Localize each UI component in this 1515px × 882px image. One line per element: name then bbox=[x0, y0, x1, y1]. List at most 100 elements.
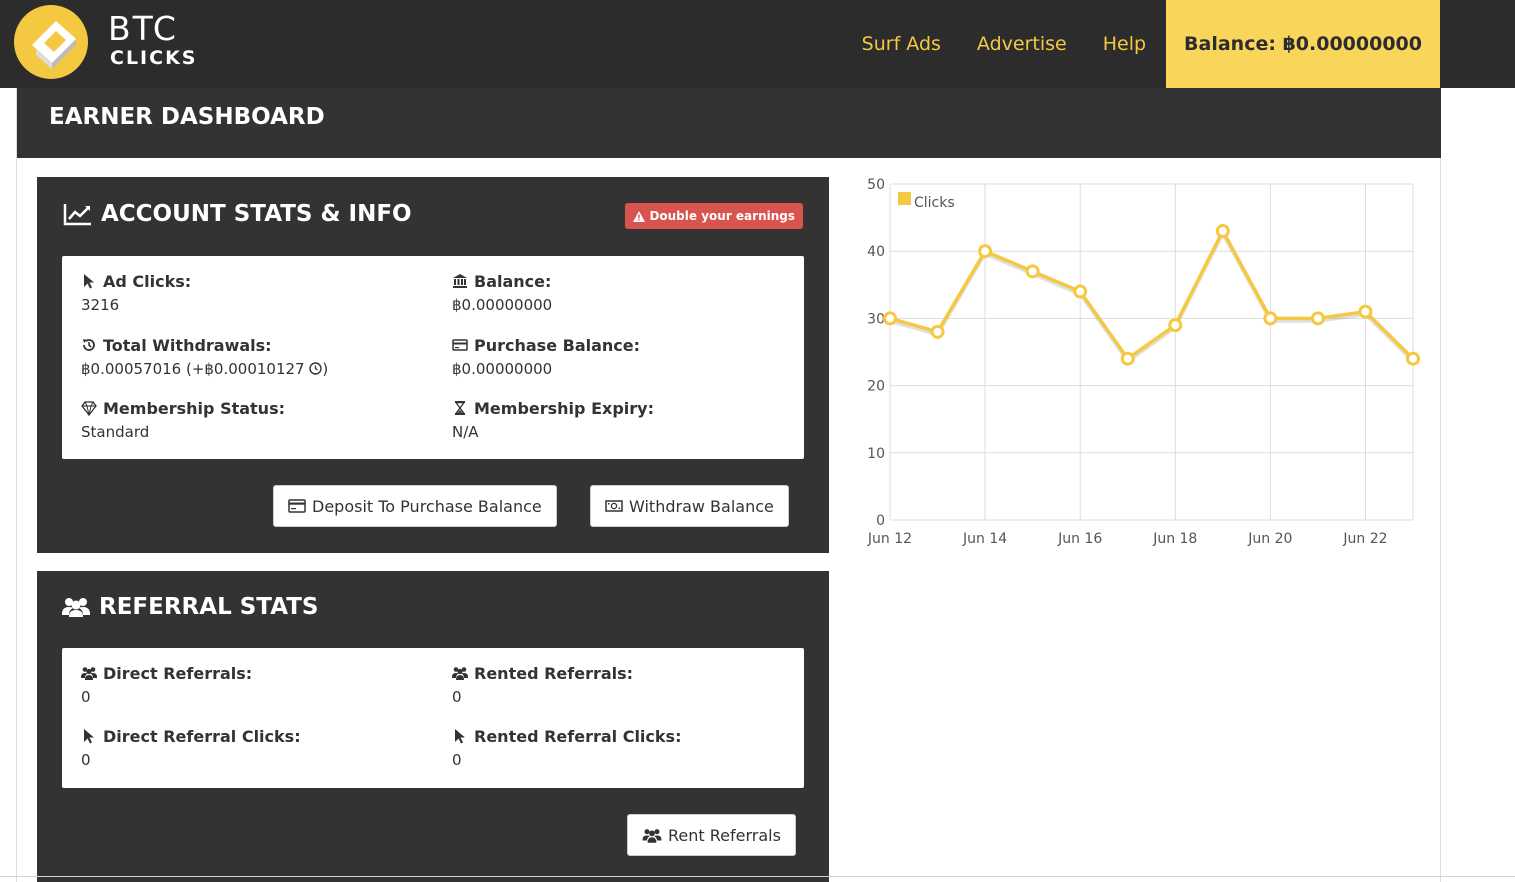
stat-rented-referral-clicks: Rented Referral Clicks: 0 bbox=[452, 725, 812, 770]
balance-value: ฿0.00000000 bbox=[452, 296, 553, 314]
legend-swatch bbox=[898, 192, 911, 205]
users-icon bbox=[452, 667, 468, 680]
data-point bbox=[978, 244, 993, 259]
membership-expiry-value: N/A bbox=[452, 423, 479, 441]
clicks-chart-svg: 0 10 20 30 40 50 Jun 12 Jun 14 Jun 16 Jun 18 Jun 2… bbox=[867, 177, 1420, 547]
direct-referral-clicks-value: 0 bbox=[81, 751, 91, 769]
withdrawals-label: Total Withdrawals: bbox=[103, 335, 272, 355]
rented-referrals-label: Rented Referrals: bbox=[474, 663, 634, 683]
stat-balance: Balance: ฿0.00000000 bbox=[452, 270, 812, 315]
nav-balance[interactable]: Balance: ฿0.00000000 bbox=[1166, 0, 1440, 88]
data-point bbox=[1073, 284, 1088, 299]
nav-links: Surf Ads Advertise Help Balance: ฿0.0000… bbox=[844, 0, 1515, 88]
page-title: EARNER DASHBOARD bbox=[49, 104, 325, 130]
series-line-clicks bbox=[889, 227, 1415, 362]
nav-link-advertise[interactable]: Advertise bbox=[976, 33, 1067, 55]
withdrawals-paren: ) bbox=[322, 360, 329, 378]
referral-stats-panel: REFERRAL STATS Direct Referrals: 0 Rente… bbox=[37, 571, 829, 882]
referral-stats-box: Direct Referrals: 0 Rented Referrals: 0 … bbox=[62, 648, 804, 788]
rented-referrals-value: 0 bbox=[452, 688, 462, 706]
account-panel-title: ACCOUNT STATS & INFO bbox=[63, 201, 412, 227]
x-tick-label: Jun 18 bbox=[1152, 531, 1197, 547]
data-point bbox=[883, 311, 897, 326]
stat-direct-referrals: Direct Referrals: 0 bbox=[81, 662, 441, 706]
data-point bbox=[930, 324, 945, 339]
membership-expiry-label: Membership Expiry: bbox=[474, 398, 654, 418]
navbar: BTC CLICKS Surf Ads Advertise Help Balan… bbox=[0, 0, 1515, 88]
account-panel-title-text: ACCOUNT STATS & INFO bbox=[101, 201, 412, 227]
history-icon bbox=[83, 339, 95, 351]
users-icon bbox=[642, 829, 662, 843]
data-point bbox=[1263, 311, 1278, 326]
rented-referral-clicks-value: 0 bbox=[452, 751, 462, 769]
x-tick-label: Jun 20 bbox=[1247, 531, 1292, 547]
x-tick-label: Jun 16 bbox=[1057, 531, 1102, 547]
withdraw-button-label: Withdraw Balance bbox=[629, 496, 774, 516]
data-point bbox=[1406, 351, 1420, 366]
data-point bbox=[1215, 224, 1230, 239]
cursor-icon bbox=[84, 729, 94, 744]
stat-membership-status: Membership Status: Standard bbox=[81, 397, 441, 442]
bank-icon bbox=[453, 274, 467, 288]
referral-panel-title-text: REFERRAL STATS bbox=[99, 594, 319, 620]
y-tick-label: 50 bbox=[867, 177, 885, 193]
x-tick-label: Jun 22 bbox=[1342, 531, 1387, 547]
x-tick-label: Jun 14 bbox=[962, 531, 1007, 547]
rent-referrals-button[interactable]: Rent Referrals bbox=[627, 814, 796, 856]
line-chart-icon bbox=[63, 204, 91, 226]
y-tick-label: 0 bbox=[876, 513, 885, 529]
rent-referrals-button-label: Rent Referrals bbox=[668, 825, 781, 845]
users-icon bbox=[81, 667, 97, 680]
cursor-icon bbox=[84, 274, 94, 289]
stat-membership-expiry: Membership Expiry: N/A bbox=[452, 397, 812, 442]
money-bill-icon bbox=[605, 500, 623, 512]
direct-referral-clicks-label: Direct Referral Clicks: bbox=[103, 726, 301, 746]
stat-ad-clicks: Ad Clicks: 3216 bbox=[81, 270, 441, 315]
data-point bbox=[1358, 304, 1373, 319]
account-stats-box: Ad Clicks: 3216 Balance: ฿0.00000000 Tot… bbox=[62, 256, 804, 459]
logo-icon bbox=[14, 5, 88, 79]
clicks-chart: 0 10 20 30 40 50 Jun 12 Jun 14 Jun 16 Jun 18 Jun 2… bbox=[852, 88, 1427, 568]
data-point bbox=[1310, 311, 1325, 326]
membership-status-label: Membership Status: bbox=[103, 398, 285, 418]
deposit-button-label: Deposit To Purchase Balance bbox=[312, 496, 542, 516]
nav-link-help[interactable]: Help bbox=[1102, 33, 1147, 55]
direct-referrals-label: Direct Referrals: bbox=[103, 663, 253, 683]
purchase-balance-value: ฿0.00000000 bbox=[452, 360, 553, 378]
purchase-balance-label: Purchase Balance: bbox=[474, 335, 641, 355]
cursor-icon bbox=[455, 729, 465, 744]
y-tick-label: 40 bbox=[867, 244, 885, 260]
diamond-icon bbox=[81, 401, 97, 416]
page-container: EARNER DASHBOARD ACCOUNT STATS & INFO Do… bbox=[16, 88, 1441, 882]
deposit-button[interactable]: Deposit To Purchase Balance bbox=[273, 485, 557, 527]
credit-card-icon bbox=[288, 499, 306, 513]
credit-card-icon bbox=[452, 339, 468, 351]
page-header: EARNER DASHBOARD bbox=[17, 88, 1441, 158]
rented-referral-clicks-label: Rented Referral Clicks: bbox=[474, 726, 682, 746]
ad-clicks-value: 3216 bbox=[81, 296, 120, 314]
data-point bbox=[1025, 264, 1040, 279]
account-stats-panel: ACCOUNT STATS & INFO Double your earning… bbox=[37, 177, 829, 553]
brand-logo[interactable]: BTC CLICKS bbox=[14, 5, 214, 81]
stat-purchase-balance: Purchase Balance: ฿0.00000000 bbox=[452, 334, 812, 379]
y-tick-label: 30 bbox=[867, 311, 885, 327]
stat-rented-referrals: Rented Referrals: 0 bbox=[452, 662, 812, 706]
nav-link-surf-ads[interactable]: Surf Ads bbox=[861, 33, 941, 55]
stat-direct-referral-clicks: Direct Referral Clicks: 0 bbox=[81, 725, 441, 770]
y-tick-label: 10 bbox=[867, 446, 885, 462]
page-bottom-border bbox=[0, 876, 1515, 877]
data-point bbox=[1168, 318, 1183, 333]
double-earnings-text: Double your earnings bbox=[649, 209, 795, 223]
data-point bbox=[1120, 351, 1135, 366]
brand-name-line1: BTC bbox=[108, 9, 178, 48]
brand-name-line2: CLICKS bbox=[110, 47, 198, 69]
referral-panel-title: REFERRAL STATS bbox=[61, 594, 318, 620]
x-tick-label: Jun 12 bbox=[867, 531, 912, 547]
legend-label: Clicks bbox=[914, 195, 955, 211]
withdrawals-value: ฿0.00057016 (+฿0.00010127 bbox=[81, 360, 305, 378]
direct-referrals-value: 0 bbox=[81, 688, 91, 706]
withdraw-button[interactable]: Withdraw Balance bbox=[590, 485, 789, 527]
balance-label: Balance: bbox=[474, 271, 552, 291]
double-earnings-badge[interactable]: Double your earnings bbox=[625, 203, 803, 229]
membership-status-value: Standard bbox=[81, 423, 150, 441]
